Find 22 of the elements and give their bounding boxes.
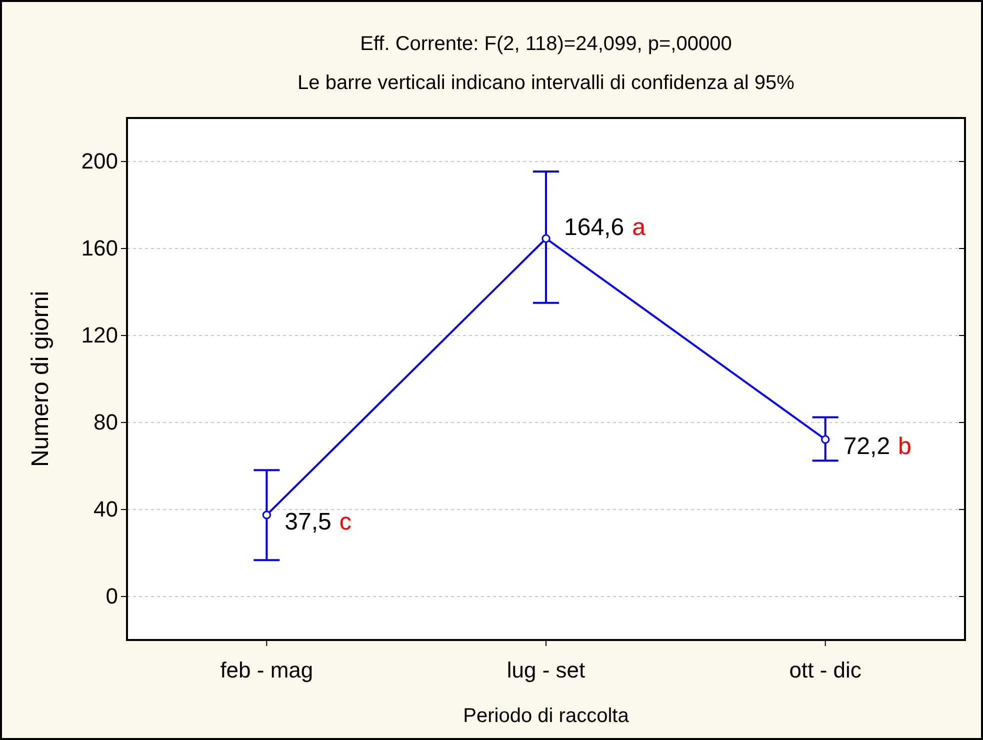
x-axis-title: Periodo di raccolta [463,705,630,727]
y-tick-label: 200 [81,148,118,174]
x-tick-label: lug - set [506,658,586,683]
annotation: a [632,214,646,241]
y-tick-label: 40 [94,496,118,522]
data-label: 72,2 [843,432,890,460]
y-tick-label: 80 [94,410,118,435]
point [821,435,830,444]
annotation: b [898,432,912,460]
chart-title: Eff. Corrente: F(2, 118)=24,099, p=,00000 [360,33,732,55]
annotation: c [339,508,352,536]
data-label: 37,5 [284,508,332,536]
point [542,234,550,243]
x-tick-label: feb - mag [220,658,314,683]
y-tick-label: 0 [106,584,118,609]
data-label: 164,6 [564,214,624,241]
chart-subtitle: Le barre verticali indicano intervalli di confidenza al 95% [298,72,795,94]
y-axis-title: Numero di giorni [27,290,54,468]
y-tick-label: 120 [81,322,118,348]
x-tick-label: ott - dic [789,658,862,683]
point [262,510,271,520]
y-tick-label: 160 [81,236,118,261]
